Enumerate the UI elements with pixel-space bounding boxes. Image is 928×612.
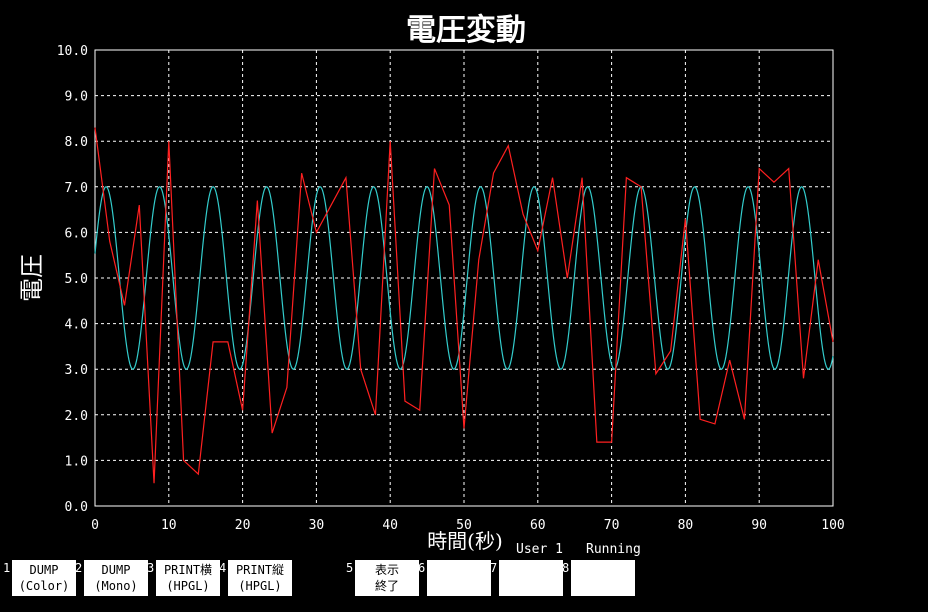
x-tick-label: 100: [821, 518, 844, 533]
x-tick-label: 40: [382, 518, 398, 533]
x-tick-label: 90: [751, 518, 767, 533]
voltage-chart: 電圧変動 0.01.02.03.04.05.06.07.08.09.010.0 …: [18, 13, 845, 553]
y-tick-label: 10.0: [57, 44, 88, 59]
y-tick-labels: 0.0 1.0 2.0 3.0 4.0 5.0 6.0 7.0 8.0 9.0 10.0: [57, 44, 88, 515]
fkey-number: 3: [147, 561, 155, 575]
y-tick-label: 1.0: [65, 454, 88, 469]
fkey-label-line2: (HPGL): [238, 579, 282, 593]
fkey-number: 6: [418, 561, 426, 575]
fkey-dump-color-button[interactable]: DUMP (Color): [12, 560, 76, 596]
fkey-8-button[interactable]: [571, 560, 635, 596]
x-tick-label: 60: [530, 518, 546, 533]
x-tick-label: 70: [604, 518, 620, 533]
x-tick-labels: 0 10 20 30 40 50 60 70 80 90 100: [91, 518, 845, 533]
y-tick-label: 3.0: [65, 363, 88, 378]
y-tick-label: 5.0: [65, 272, 88, 287]
fkey-print-portrait-button[interactable]: PRINT縦 (HPGL): [228, 560, 292, 596]
x-tick-label: 10: [161, 518, 177, 533]
fkey-6-button[interactable]: [427, 560, 491, 596]
fkey-number: 8: [562, 561, 570, 575]
fkey-7-button[interactable]: [499, 560, 563, 596]
fkey-label-line1: DUMP: [101, 563, 131, 577]
fkey-label-line2: 終了: [374, 579, 399, 593]
x-tick-label: 0: [91, 518, 99, 533]
status-user: User 1: [516, 542, 563, 557]
fkey-number: 5: [346, 561, 354, 575]
grid-lines: [95, 50, 833, 506]
x-tick-label: 30: [309, 518, 325, 533]
y-tick-label: 0.0: [65, 500, 88, 515]
series-line-sine: [94, 186, 834, 370]
y-tick-label: 7.0: [65, 181, 88, 196]
fkey-number: 2: [75, 561, 83, 575]
y-tick-label: 6.0: [65, 226, 88, 241]
status-state: Running: [586, 542, 641, 557]
fkey-dump-mono-button[interactable]: DUMP (Mono): [84, 560, 148, 596]
y-tick-label: 9.0: [65, 90, 88, 105]
x-axis-label: 時間(秒): [427, 529, 503, 553]
fkey-label-line2: (Mono): [94, 579, 138, 593]
y-tick-label: 2.0: [65, 409, 88, 424]
fkey-label-line1: 表示: [374, 563, 399, 577]
function-key-bar: 1 DUMP (Color) 2 DUMP (Mono) 3 PRINT横 (H…: [0, 560, 928, 600]
fkey-print-landscape-button[interactable]: PRINT横 (HPGL): [156, 560, 220, 596]
x-tick-label: 50: [456, 518, 472, 533]
fkey-label-line1: DUMP: [29, 563, 59, 577]
y-axis-label: 電圧: [18, 254, 46, 302]
y-tick-label: 4.0: [65, 318, 88, 333]
x-tick-label: 80: [678, 518, 694, 533]
y-tick-label: 8.0: [65, 135, 88, 150]
fkey-exit-display-button[interactable]: 表示 終了: [355, 560, 419, 596]
series-line-red: [94, 127, 834, 484]
fkey-number: 7: [490, 561, 498, 575]
fkey-label-line1: PRINT横: [163, 563, 213, 577]
fkey-label-line2: (HPGL): [166, 579, 210, 593]
fkey-number: 4: [219, 561, 227, 575]
x-tick-label: 20: [235, 518, 251, 533]
chart-title: 電圧変動: [406, 13, 526, 48]
fkey-label-line2: (Color): [18, 579, 70, 593]
fkey-number: 1: [3, 561, 11, 575]
plot-frame: [94, 49, 834, 507]
fkey-label-line1: PRINT縦: [235, 563, 285, 577]
